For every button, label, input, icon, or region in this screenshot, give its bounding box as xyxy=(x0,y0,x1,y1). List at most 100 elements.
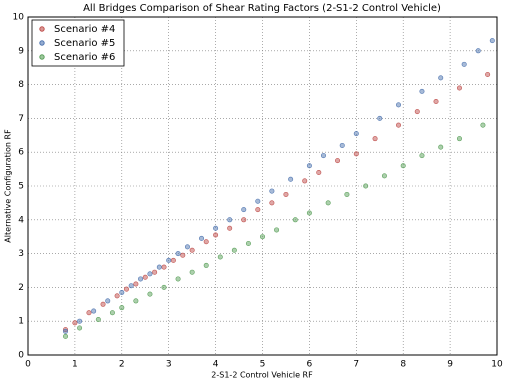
point xyxy=(396,122,402,128)
x-tick-label: 0 xyxy=(25,360,31,370)
point xyxy=(480,122,486,128)
point xyxy=(213,225,219,231)
point xyxy=(475,48,481,54)
y-tick-label: 7 xyxy=(18,114,24,124)
legend-label: Scenario #5 xyxy=(54,38,115,49)
point xyxy=(203,239,209,245)
point xyxy=(175,276,181,282)
legend-marker xyxy=(39,40,45,46)
point xyxy=(320,153,326,159)
point xyxy=(156,264,162,270)
point xyxy=(109,310,115,316)
point xyxy=(241,207,247,213)
point xyxy=(461,61,467,67)
point xyxy=(433,99,439,105)
point xyxy=(152,269,158,275)
point xyxy=(400,163,406,169)
point xyxy=(63,328,69,334)
point xyxy=(63,333,69,339)
point xyxy=(241,217,247,223)
point xyxy=(203,262,209,268)
point xyxy=(489,38,495,44)
point xyxy=(227,225,233,231)
point xyxy=(189,247,195,253)
point xyxy=(170,257,176,263)
point xyxy=(259,234,265,240)
point xyxy=(77,325,83,331)
x-tick-label: 3 xyxy=(166,360,172,370)
legend-label: Scenario #6 xyxy=(54,52,115,63)
legend-marker xyxy=(39,26,45,32)
point xyxy=(306,210,312,216)
point xyxy=(77,318,83,324)
plot-frame xyxy=(27,16,498,356)
point xyxy=(269,188,275,194)
point xyxy=(123,286,129,292)
point xyxy=(269,200,275,206)
y-tick-label: 2 xyxy=(18,283,24,293)
x-tick-label: 10 xyxy=(491,360,503,370)
point xyxy=(339,142,345,148)
point xyxy=(419,153,425,159)
point xyxy=(353,131,359,137)
legend-label: Scenario #4 xyxy=(54,24,115,35)
point xyxy=(302,178,308,184)
point xyxy=(227,217,233,223)
point xyxy=(363,183,369,189)
x-tick-label: 5 xyxy=(260,360,266,370)
point xyxy=(138,276,144,282)
point xyxy=(119,305,125,311)
x-tick-label: 1 xyxy=(72,360,78,370)
x-tick-label: 2 xyxy=(119,360,125,370)
point xyxy=(91,308,97,314)
point xyxy=(133,281,139,287)
point xyxy=(114,293,120,299)
point xyxy=(485,71,491,77)
y-tick-label: 5 xyxy=(18,182,24,192)
point xyxy=(147,271,153,277)
point xyxy=(175,251,181,257)
point xyxy=(184,244,190,250)
point xyxy=(456,85,462,91)
y-axis-label: Alternative Configuration RF xyxy=(4,129,13,243)
point xyxy=(213,232,219,238)
y-tick-label: 1 xyxy=(18,317,24,327)
y-tick-label: 4 xyxy=(18,215,24,225)
point xyxy=(292,217,298,223)
point xyxy=(86,310,92,316)
point xyxy=(133,298,139,304)
point xyxy=(283,191,289,197)
point xyxy=(316,169,322,175)
point xyxy=(161,264,167,270)
legend-marker xyxy=(39,54,45,60)
y-tick-label: 8 xyxy=(18,80,24,90)
point xyxy=(95,317,101,323)
y-tick-label: 0 xyxy=(18,351,24,361)
point xyxy=(142,274,148,280)
point xyxy=(161,284,167,290)
point xyxy=(396,102,402,108)
point xyxy=(72,320,78,326)
point xyxy=(105,298,111,304)
point xyxy=(372,136,378,142)
x-tick-label: 9 xyxy=(447,360,453,370)
point xyxy=(128,283,134,289)
point xyxy=(166,257,172,263)
x-tick-label: 7 xyxy=(353,360,359,370)
point xyxy=(377,115,383,121)
point xyxy=(245,240,251,246)
point xyxy=(119,289,125,295)
y-tick-label: 6 xyxy=(18,148,24,158)
point xyxy=(306,163,312,169)
point xyxy=(274,227,280,233)
point xyxy=(414,109,420,115)
x-tick-label: 8 xyxy=(400,360,406,370)
point xyxy=(255,198,261,204)
point xyxy=(255,207,261,213)
y-tick-label: 9 xyxy=(18,46,24,56)
point xyxy=(199,235,205,241)
point xyxy=(419,88,425,94)
point xyxy=(438,144,444,150)
x-tick-label: 4 xyxy=(213,360,219,370)
